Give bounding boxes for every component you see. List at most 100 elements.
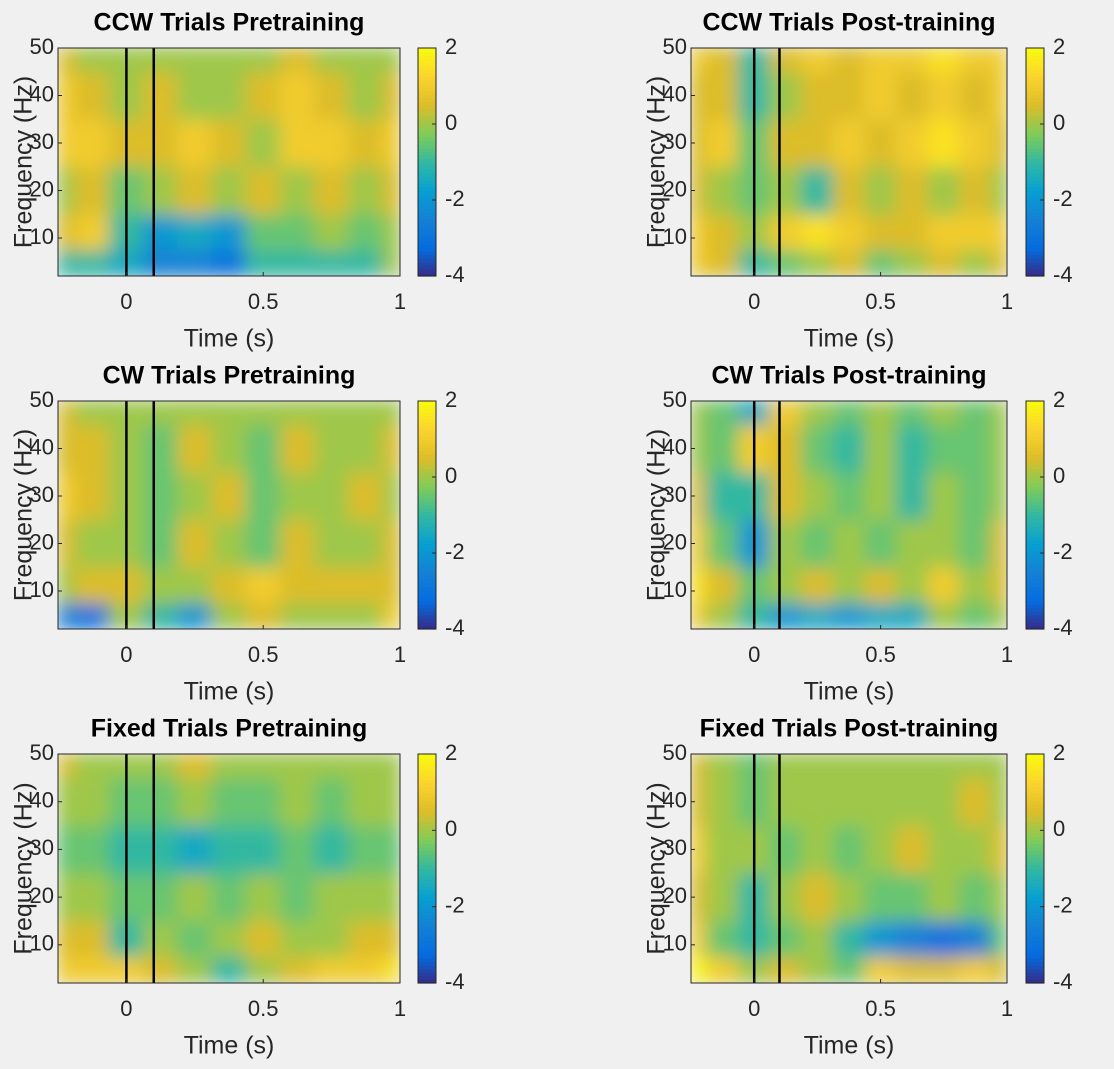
heat-cell <box>314 777 350 827</box>
heat-cell <box>279 424 315 473</box>
colorbar-swatch <box>418 80 436 85</box>
heat-cell <box>959 48 992 73</box>
colorbar-swatch <box>418 201 436 206</box>
heat-cell <box>832 166 866 215</box>
colorbar-swatch <box>1026 418 1044 423</box>
heat-cell <box>58 754 76 779</box>
colorbar-swatch <box>418 868 436 873</box>
heat-cell <box>177 566 213 604</box>
heat-cell <box>314 825 350 874</box>
colorbar-swatch <box>418 240 436 245</box>
heat-cell <box>990 566 1007 604</box>
colorbar-tick-label: -4 <box>445 262 465 287</box>
heat-cell <box>211 71 247 120</box>
colorbar-swatch <box>1026 621 1044 627</box>
heat-cell <box>895 118 929 168</box>
heat-cell <box>245 956 281 983</box>
colorbar-swatch <box>418 154 436 160</box>
heat-cell <box>691 920 708 958</box>
heat-cell <box>348 118 384 168</box>
colorbar-swatch <box>418 169 436 174</box>
heat-cell <box>959 249 992 276</box>
heat-cell <box>58 48 76 73</box>
heat-cell <box>691 956 708 983</box>
x-axis-label: Time (s) <box>804 1032 895 1060</box>
colorbar-swatch <box>1026 943 1044 948</box>
colorbar-tick-label: -2 <box>445 539 465 564</box>
heat-cell <box>279 71 315 120</box>
colorbar-swatch <box>1026 779 1044 784</box>
heatmap-cells <box>58 754 400 983</box>
y-tick-label: 50 <box>663 34 687 59</box>
heat-cell <box>832 956 866 983</box>
colorbar-swatch <box>1026 401 1044 406</box>
heat-cell <box>959 825 992 874</box>
heat-cell <box>990 249 1007 276</box>
heat-cell <box>279 602 315 629</box>
heat-cell <box>245 825 281 874</box>
colorbar-swatch <box>418 48 436 53</box>
colorbar-swatch <box>418 429 436 434</box>
colorbar-swatch <box>1026 929 1044 934</box>
heat-cell <box>769 519 803 568</box>
heat-cell <box>177 249 213 276</box>
heat-cell <box>314 166 350 215</box>
heat-cell <box>895 777 929 827</box>
heat-cell <box>177 471 213 521</box>
heat-cell <box>691 872 708 922</box>
heatmap-cells <box>691 48 1007 276</box>
heat-cell <box>58 920 76 958</box>
heat-cell <box>211 920 247 958</box>
heat-cell <box>382 213 400 251</box>
colorbar-swatch <box>1026 222 1044 227</box>
colorbar-tick-label: -4 <box>1053 262 1073 287</box>
colorbar-swatch <box>1026 247 1044 252</box>
heat-cell <box>832 401 866 426</box>
colorbar-swatch <box>418 482 436 488</box>
colorbar-swatch <box>1026 618 1044 623</box>
colorbar-swatch <box>418 900 436 905</box>
colorbar-swatch <box>418 179 436 184</box>
y-tick-label: 20 <box>663 883 687 908</box>
colorbar-swatch <box>418 408 436 413</box>
colorbar-swatch <box>418 465 436 470</box>
colorbar-swatch <box>1026 954 1044 959</box>
colorbar-swatch <box>418 475 436 480</box>
colorbar-swatch <box>418 796 436 802</box>
colorbar-swatch <box>418 229 436 234</box>
colorbar-swatch <box>418 236 436 241</box>
colorbar-swatch <box>1026 771 1044 777</box>
y-tick-label: 30 <box>30 835 54 860</box>
colorbar-swatch <box>1026 614 1044 619</box>
heat-cell <box>58 519 76 568</box>
heat-cell <box>769 118 803 168</box>
colorbar-swatch <box>418 147 436 152</box>
y-tick-label: 40 <box>30 434 54 459</box>
x-tick-label: 1 <box>394 996 406 1021</box>
heat-cell <box>74 401 110 426</box>
heat-cell <box>864 754 897 779</box>
colorbar-swatch <box>418 875 436 880</box>
colorbar-swatch <box>418 404 436 409</box>
heat-cell <box>279 519 315 568</box>
colorbar-swatch <box>418 422 436 427</box>
colorbar-swatch <box>418 775 436 780</box>
heat-cell <box>801 872 834 922</box>
colorbar-swatch <box>418 243 436 249</box>
colorbar-swatch <box>1026 864 1044 870</box>
colorbar-swatch <box>1026 568 1044 573</box>
heat-cell <box>706 872 739 922</box>
colorbar-swatch <box>1026 782 1044 787</box>
heat-cell <box>348 213 384 251</box>
y-tick-label: 20 <box>663 529 687 554</box>
colorbar-swatch <box>418 211 436 217</box>
heat-cell <box>348 754 384 779</box>
heat-cell <box>832 249 866 276</box>
colorbar-swatch <box>1026 821 1044 827</box>
colorbar-swatch <box>1026 183 1044 188</box>
colorbar-swatch <box>418 51 436 56</box>
heat-cell <box>801 71 834 120</box>
colorbar-swatch <box>1026 208 1044 213</box>
colorbar-swatch <box>1026 158 1044 163</box>
heat-cell <box>348 48 384 73</box>
